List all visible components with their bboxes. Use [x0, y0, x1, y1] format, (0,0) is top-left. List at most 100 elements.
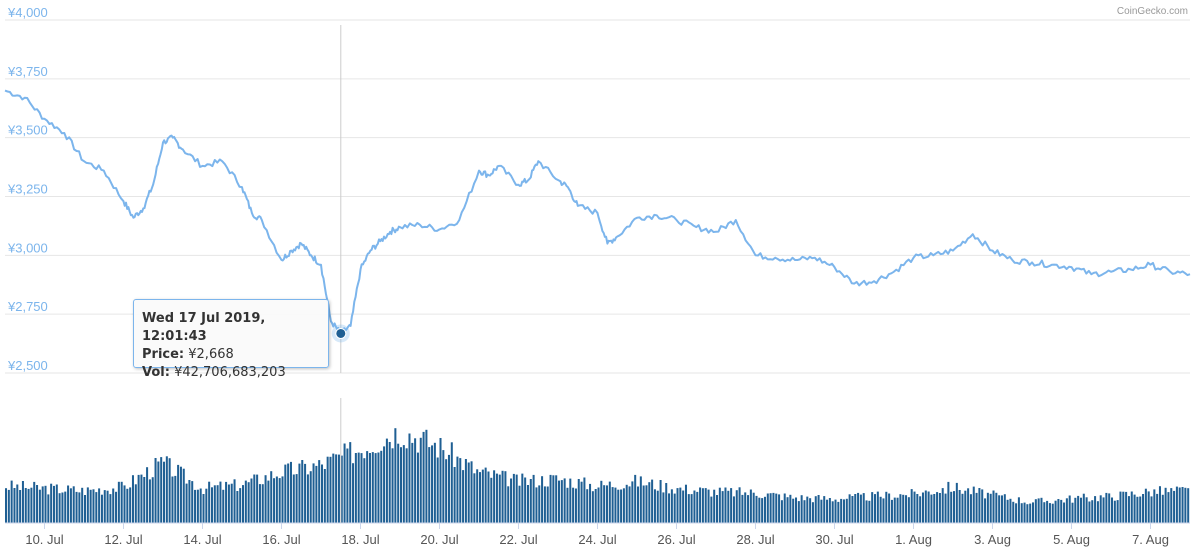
x-tick-label: 30. Jul [815, 532, 853, 547]
volume-bar [244, 480, 247, 523]
volume-bar [1026, 504, 1029, 523]
volume-bar [543, 486, 546, 523]
volume-bar [958, 490, 961, 523]
volume-bar [473, 473, 476, 523]
volume-bar [38, 489, 41, 523]
volume-bar [1094, 496, 1097, 523]
volume-bar [603, 485, 606, 523]
volume-bar [563, 478, 566, 523]
volume-bar [656, 490, 659, 523]
volume-bar [837, 501, 840, 523]
volume-bar [380, 450, 383, 523]
volume-bar [352, 463, 355, 523]
volume-bar [673, 493, 676, 523]
volume-bar [797, 501, 800, 523]
volume-bar [318, 460, 321, 523]
volume-bar [876, 491, 879, 523]
volume-bar [659, 480, 662, 523]
volume-bar [377, 452, 380, 523]
volume-bar [834, 499, 837, 523]
volume-bar [1119, 491, 1122, 523]
volume-bar [476, 469, 479, 523]
volume-bar [117, 481, 120, 523]
volume-bar [820, 499, 823, 523]
volume-bar [512, 473, 515, 523]
volume-bar [289, 461, 292, 523]
volume-bar [560, 480, 563, 523]
volume-bar [1133, 494, 1136, 523]
volume-bar [1023, 502, 1026, 523]
volume-bar [591, 491, 594, 523]
volume-bar [177, 464, 180, 523]
y-tick-label: ¥2,500 [7, 358, 48, 373]
volume-bar [752, 492, 755, 523]
volume-bar [1142, 494, 1145, 523]
volume-bar [385, 438, 388, 523]
volume-bar [941, 488, 944, 523]
volume-bar [857, 492, 860, 523]
x-axis-ticks: 10. Jul 12. Jul 14. Jul 16. Jul 18. Jul 20. J… [25, 523, 1169, 547]
volume-bar [100, 494, 103, 523]
volume-bar [1144, 488, 1147, 523]
volume-bar [910, 489, 913, 523]
volume-bar [789, 494, 792, 523]
volume-bar [179, 466, 182, 523]
y-tick-label: ¥4,000 [7, 5, 48, 20]
volume-bar [1063, 502, 1066, 523]
volume-bar [854, 494, 857, 523]
volume-bar [30, 487, 33, 523]
volume-bar [913, 491, 916, 523]
volume-bar [213, 485, 216, 523]
volume-bar [1116, 500, 1119, 523]
volume-bar [865, 500, 868, 523]
volume-bar [1113, 500, 1116, 523]
volume-bar [227, 484, 230, 523]
volume-bar [809, 498, 812, 523]
volume-bar [665, 483, 668, 523]
volume-bar [256, 474, 259, 523]
volume-bar [340, 455, 343, 523]
volume-bar [126, 488, 129, 523]
credit-text[interactable]: CoinGecko.com [1117, 6, 1188, 17]
y-tick-label: ¥3,000 [7, 240, 48, 255]
volume-bar [188, 480, 191, 523]
volume-bar [501, 470, 504, 523]
volume-bar [120, 481, 123, 523]
volume-bar [786, 497, 789, 523]
volume-bar [1057, 499, 1060, 523]
volume-bar [433, 442, 436, 523]
volume-bar [397, 443, 400, 523]
volume-bar [1167, 492, 1170, 523]
volume-bar [219, 481, 222, 523]
volume-bar [1164, 487, 1167, 523]
volume-bar [978, 488, 981, 523]
volume-bar [335, 454, 338, 523]
volume-bar [735, 490, 738, 523]
volume-bar [92, 489, 95, 523]
volume-bar [986, 492, 989, 523]
volume-bar [713, 489, 716, 523]
volume-bar [662, 492, 665, 523]
x-tick-label: 22. Jul [499, 532, 537, 547]
volume-bar [651, 479, 654, 523]
volume-bar [33, 481, 36, 523]
volume-bar [721, 491, 724, 523]
volume-bar [67, 485, 70, 523]
volume-bar [7, 489, 10, 523]
volume-bar [1105, 492, 1108, 523]
volume-bar [493, 470, 496, 523]
volume-bar [225, 481, 228, 523]
volume-bar [354, 453, 357, 523]
volume-bar [81, 487, 84, 523]
volume-bar [696, 491, 699, 523]
volume-bar [10, 480, 13, 523]
volume-bar [1156, 493, 1159, 523]
volume-bar [261, 484, 264, 523]
volume-bar [676, 488, 679, 523]
volume-bar [727, 490, 730, 523]
volume-bar [366, 451, 369, 523]
volume-bar [907, 497, 910, 523]
volume-bar [558, 480, 561, 523]
volume-bar [862, 493, 865, 523]
volume-bar [61, 492, 64, 523]
